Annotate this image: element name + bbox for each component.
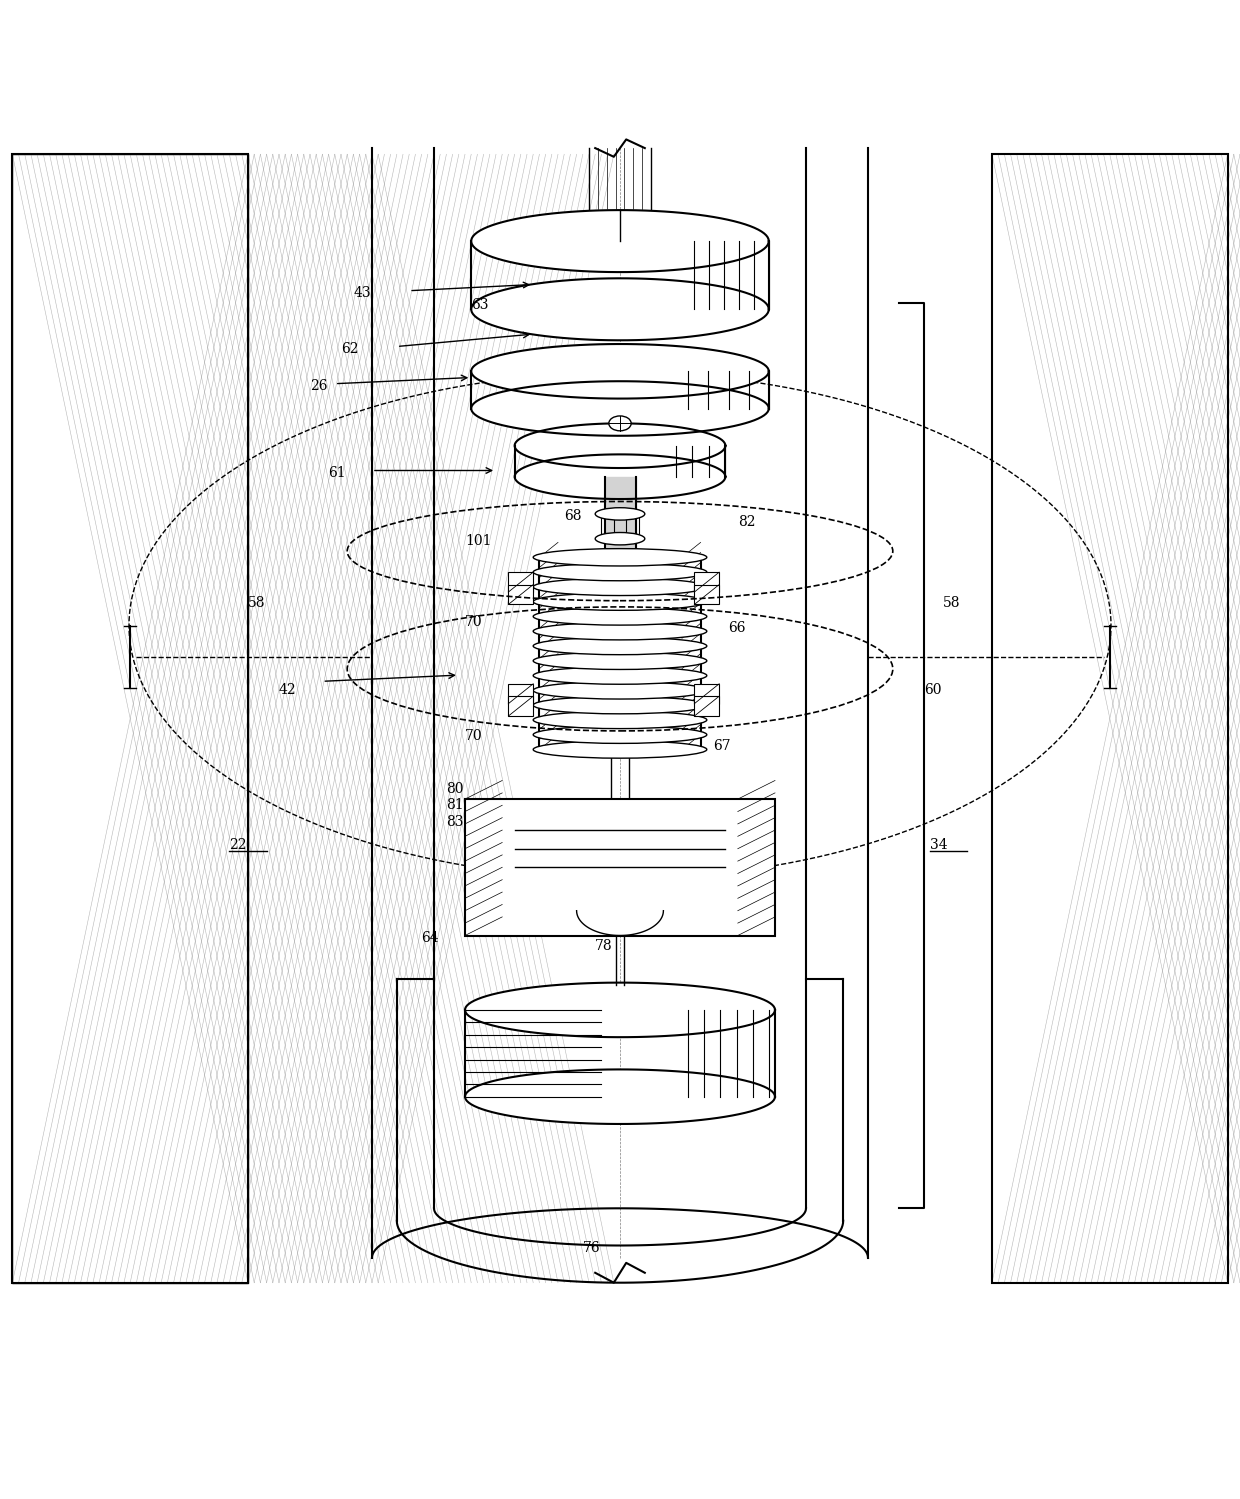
Text: 82: 82 [738,516,755,529]
Text: 68: 68 [564,510,582,523]
Text: 80: 80 [446,782,464,796]
Text: 58: 58 [942,597,960,610]
Ellipse shape [533,622,707,640]
Polygon shape [471,210,769,273]
Bar [465,799,775,935]
Ellipse shape [533,607,707,625]
Polygon shape [471,345,769,399]
FancyBboxPatch shape [12,154,248,1283]
Ellipse shape [533,711,707,729]
Ellipse shape [533,667,707,684]
Bar [508,585,533,604]
Polygon shape [471,381,769,436]
Polygon shape [465,1069,775,1124]
Text: 70: 70 [465,729,482,742]
Ellipse shape [595,508,645,520]
Bar [694,696,719,717]
Text: 60: 60 [924,682,941,697]
Text: 63: 63 [471,298,489,312]
Ellipse shape [595,532,645,546]
Bar [694,684,719,703]
Text: 81: 81 [446,797,464,812]
Ellipse shape [533,549,707,567]
Polygon shape [515,423,725,468]
Text: 67: 67 [713,739,730,752]
Text: 26: 26 [310,379,327,393]
Bar [694,585,719,604]
Ellipse shape [533,564,707,580]
Bar [508,684,533,703]
Ellipse shape [533,697,707,714]
Ellipse shape [609,415,631,430]
Text: 78: 78 [595,940,613,953]
Text: 64: 64 [422,931,439,944]
Text: 22: 22 [229,838,247,851]
Bar [12,154,248,1283]
Text: 66: 66 [728,621,745,634]
Ellipse shape [533,726,707,744]
Bar [992,154,1228,1283]
Ellipse shape [533,579,707,595]
Polygon shape [515,454,725,499]
Text: 76: 76 [583,1241,600,1255]
Bar [694,573,719,592]
Text: 58: 58 [248,597,265,610]
Text: 61: 61 [329,466,346,480]
Bar [508,573,533,592]
Ellipse shape [533,594,707,610]
Ellipse shape [533,637,707,655]
Ellipse shape [533,652,707,670]
Polygon shape [465,983,775,1037]
Text: 101: 101 [465,534,491,549]
Polygon shape [471,279,769,340]
Text: 43: 43 [353,286,371,300]
Text: 70: 70 [465,615,482,628]
Ellipse shape [533,741,707,758]
Ellipse shape [533,682,707,699]
Text: 62: 62 [341,342,358,355]
Text: 83: 83 [446,815,464,829]
Text: 34: 34 [930,838,947,851]
Text: 42: 42 [279,682,296,697]
Bar [508,696,533,717]
